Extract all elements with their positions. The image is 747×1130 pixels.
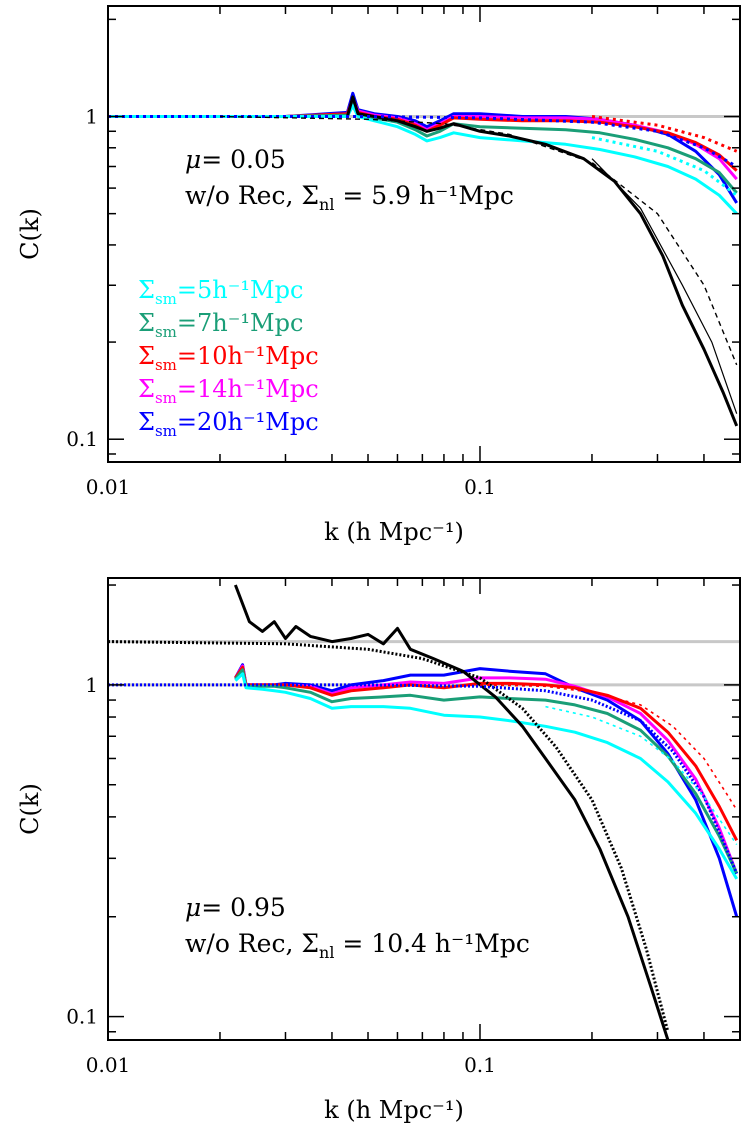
- legend-symbol: Σ: [138, 408, 155, 436]
- legend: Σsm=5h⁻¹MpcΣsm=7h⁻¹MpcΣsm=10h⁻¹MpcΣsm=14…: [138, 276, 319, 440]
- sigma-value: = 10.4 h⁻¹Mpc: [334, 929, 529, 958]
- annotation-sigma: w/o Rec, Σnl = 5.9 h⁻¹Mpc: [185, 181, 514, 214]
- legend-entry: Σsm=14h⁻¹Mpc: [138, 375, 319, 407]
- legend-label: =10h⁻¹Mpc: [177, 342, 319, 370]
- legend-label: =20h⁻¹Mpc: [177, 408, 319, 436]
- x-axis-label: k (h Mpc⁻¹): [324, 518, 464, 546]
- legend-sub: sm: [155, 356, 177, 374]
- legend-sub: sm: [155, 389, 177, 407]
- series-line-6: [108, 640, 670, 1033]
- y-axis-label: C(k): [16, 783, 44, 835]
- series-line-8: [479, 684, 738, 811]
- panel-bottom: 0.01 0.1 0.1 1 k (h Mpc⁻¹) C(k) μ= 0.95 w/o Rec…: [16, 577, 741, 1124]
- plot-frame: [107, 5, 741, 463]
- legend-label: =7h⁻¹Mpc: [177, 309, 304, 337]
- y-axis-label: C(k): [16, 208, 44, 260]
- series-line-4: [108, 104, 738, 215]
- y-tick-label: 1: [85, 105, 98, 129]
- plot-area: [108, 91, 740, 427]
- y-tick-label: 0.1: [66, 427, 98, 451]
- rec-prefix: w/o Rec,: [185, 181, 301, 210]
- legend-symbol: Σ: [138, 276, 155, 304]
- legend-symbol: Σ: [138, 375, 155, 403]
- sigma-value: = 5.9 h⁻¹Mpc: [334, 181, 513, 210]
- legend-entry: Σsm=7h⁻¹Mpc: [138, 309, 303, 341]
- sigma-symbol: Σ: [301, 929, 319, 958]
- annotation-mu: μ= 0.05: [185, 145, 286, 174]
- annotation-mu: μ= 0.95: [185, 893, 286, 922]
- legend-sub: sm: [155, 323, 177, 341]
- mu-symbol: μ: [185, 145, 201, 174]
- legend-sub: sm: [155, 290, 177, 308]
- legend-sub: sm: [155, 422, 177, 440]
- series-line-10: [591, 158, 738, 414]
- rec-prefix: w/o Rec,: [185, 929, 301, 958]
- legend-label: =5h⁻¹Mpc: [177, 276, 304, 304]
- series-line-6: [108, 115, 738, 168]
- y-tick-label: 1: [85, 673, 98, 697]
- mu-symbol: μ: [185, 893, 201, 922]
- mu-value: = 0.05: [201, 145, 286, 174]
- legend-entry: Σsm=5h⁻¹Mpc: [138, 276, 303, 308]
- axis-ticks: [107, 6, 741, 462]
- annotation-sigma: w/o Rec, Σnl = 10.4 h⁻¹Mpc: [185, 929, 530, 962]
- axis-ticks: [107, 578, 741, 1040]
- series-line-5: [233, 584, 670, 1040]
- x-tick-label: 0.1: [464, 475, 496, 499]
- legend-label: =14h⁻¹Mpc: [177, 375, 319, 403]
- series-line-4: [234, 672, 738, 880]
- x-axis-label: k (h Mpc⁻¹): [324, 1096, 464, 1124]
- legend-symbol: Σ: [138, 342, 155, 370]
- panel-top: 0.01 0.1 0.1 1 k (h Mpc⁻¹) C(k) μ= 0.05 w/o Rec…: [16, 5, 741, 546]
- series-line-8: [591, 136, 738, 197]
- plot-area: [108, 584, 740, 1040]
- mu-value: = 0.95: [201, 893, 286, 922]
- series-line-5: [345, 95, 739, 427]
- x-tick-label: 0.01: [86, 475, 131, 499]
- x-tick-label: 0.01: [86, 1053, 131, 1077]
- sigma-sub: nl: [319, 943, 334, 962]
- series-line-7: [108, 683, 739, 875]
- series-line-0: [234, 663, 739, 918]
- x-tick-label: 0.1: [464, 1053, 496, 1077]
- series-line-9: [545, 705, 738, 846]
- legend-entry: Σsm=20h⁻¹Mpc: [138, 408, 319, 440]
- legend-symbol: Σ: [138, 309, 155, 337]
- sigma-sub: nl: [319, 195, 334, 214]
- legend-entry: Σsm=10h⁻¹Mpc: [138, 342, 319, 374]
- y-tick-label: 0.1: [66, 1005, 98, 1029]
- sigma-symbol: Σ: [301, 181, 319, 210]
- plot-frame: [107, 577, 741, 1041]
- series-line-9: [219, 115, 738, 366]
- series-line-3: [234, 668, 739, 875]
